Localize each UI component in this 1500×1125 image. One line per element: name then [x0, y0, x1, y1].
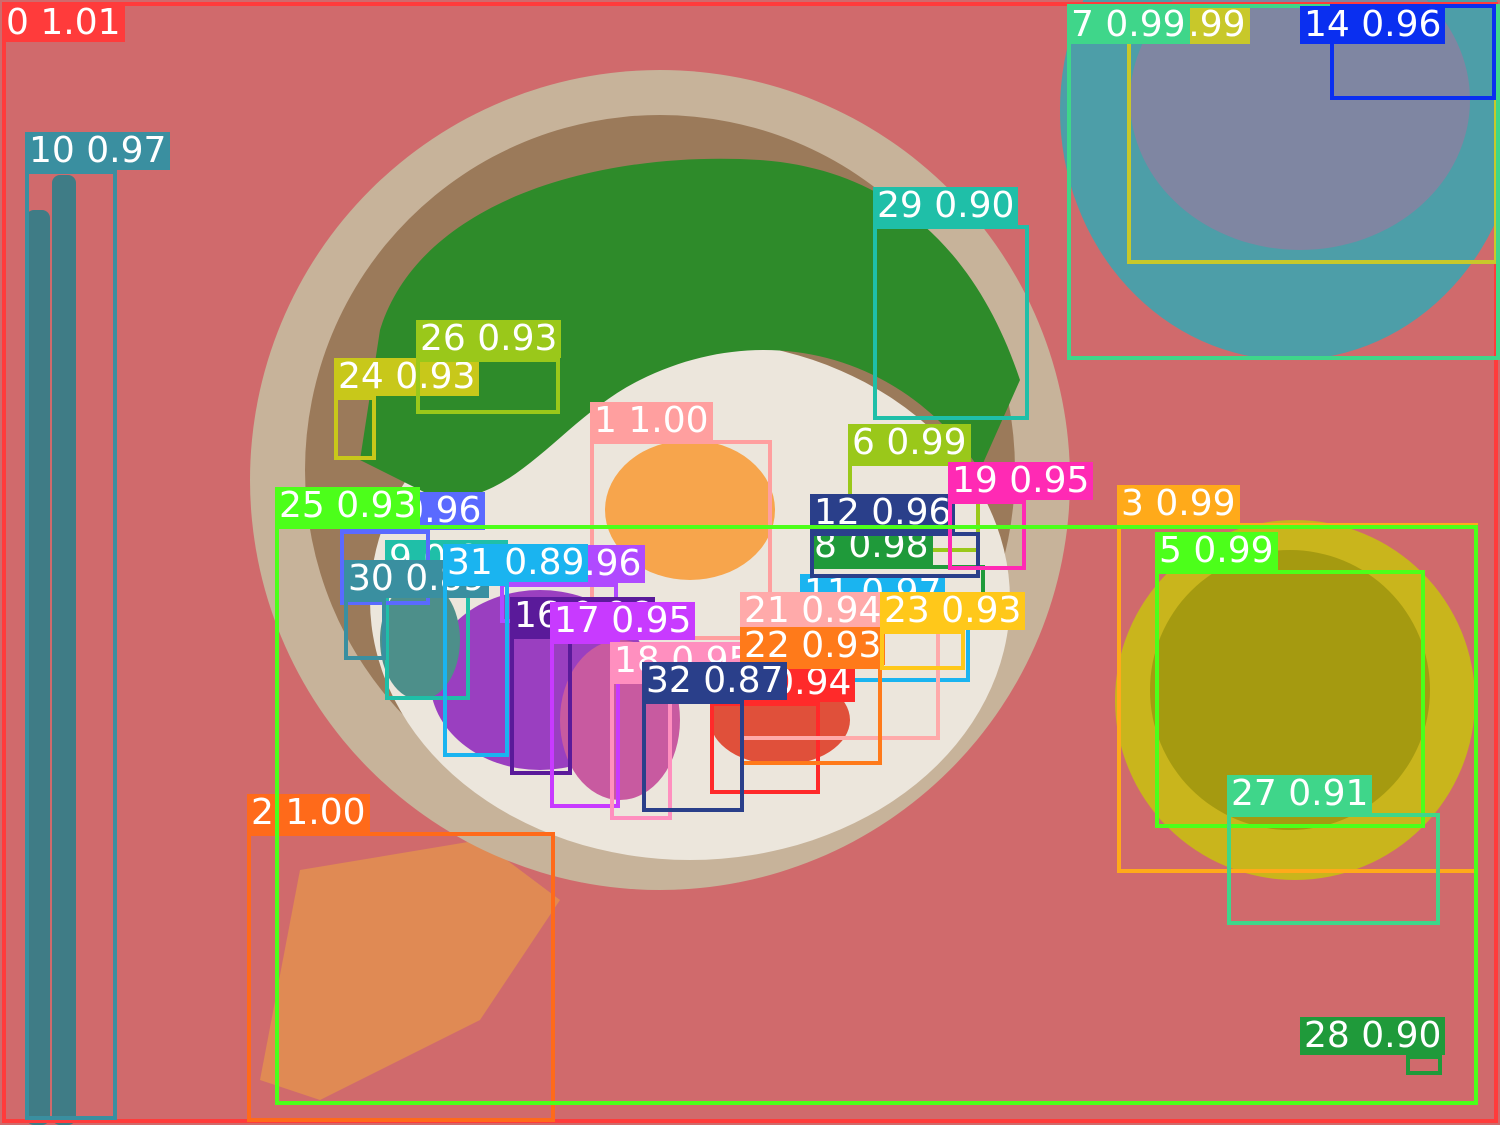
detection-label-5: 5 0.99	[1155, 532, 1278, 570]
detection-box-30	[344, 598, 386, 660]
detection-label-24: 24 0.93	[334, 358, 480, 396]
detection-box-27	[1227, 813, 1440, 925]
detection-box-17	[550, 640, 620, 808]
detection-label-10: 10 0.97	[25, 132, 171, 170]
detection-box-5	[1155, 570, 1425, 828]
detection-box-19	[948, 500, 1026, 570]
detection-label-0: 0 1.01	[2, 4, 125, 42]
detection-box-18	[610, 680, 672, 820]
pot-handle	[260, 840, 560, 1100]
detection-label-27: 27 0.91	[1227, 775, 1373, 813]
detection-label-26: 26 0.93	[416, 320, 562, 358]
detection-label-7: 7 0.99	[1067, 6, 1190, 44]
detection-label-14: 14 0.96	[1300, 6, 1446, 44]
detection-label-6: 6 0.99	[848, 424, 971, 462]
detection-box-23	[880, 630, 965, 670]
detection-box-25	[275, 525, 1478, 1105]
detection-label-2: 2 1.00	[247, 794, 370, 832]
detection-label-28: 28 0.90	[1300, 1017, 1446, 1055]
detection-label-22: 22 0.93	[740, 627, 886, 665]
detection-box-20	[710, 702, 820, 794]
teal-dish-center	[1130, 0, 1470, 250]
detection-box-7	[1067, 4, 1500, 360]
detection-box-26	[416, 358, 560, 414]
detection-label-32: 32 0.87	[642, 662, 788, 700]
detection-label-31: 31 0.89	[443, 544, 589, 582]
detection-label-25: 25 0.93	[275, 487, 421, 525]
detection-box-31	[443, 582, 509, 757]
detection-box-29	[873, 225, 1029, 420]
detection-box-16	[510, 635, 572, 775]
detection-label-21: 21 0.94	[740, 592, 886, 630]
egg-yolk	[605, 440, 775, 580]
sauce-bowl-inner	[1150, 550, 1430, 830]
detection-label-19: 19 0.95	[948, 462, 1094, 500]
detection-box-12	[810, 532, 980, 578]
detection-label-23: 23 0.93	[880, 592, 1026, 630]
detection-label-29: 29 0.90	[873, 187, 1019, 225]
detection-box-2	[247, 832, 555, 1122]
detection-label-1: 1 1.00	[590, 402, 713, 440]
detection-label-17: 17 0.95	[550, 602, 696, 640]
greens	[360, 158, 1020, 500]
detection-box-32	[642, 700, 744, 812]
detection-box-24	[334, 396, 376, 460]
detection-box-28	[1406, 1055, 1442, 1075]
chopstick-left	[26, 210, 50, 1125]
detection-box-10	[25, 170, 117, 1120]
detection-label-3: 3 0.99	[1117, 485, 1240, 523]
detection-label-18: 18 0.95	[610, 642, 756, 680]
teal-vegetable	[380, 580, 460, 700]
chopstick-right	[52, 175, 76, 1125]
